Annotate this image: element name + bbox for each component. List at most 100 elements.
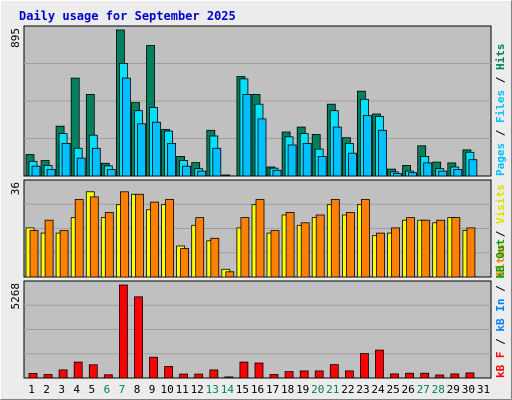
day-label: 28 <box>432 383 445 396</box>
bar-pages-day-26 <box>408 172 418 177</box>
bar-pages-day-1 <box>31 165 41 177</box>
bar-sites-day-18 <box>285 211 295 278</box>
bar-kb-f-day-20 <box>314 370 324 379</box>
kbytes-ymax-label: 5268 <box>9 283 22 310</box>
bar-sites-day-3 <box>59 230 69 278</box>
bar-pages-day-9 <box>152 121 161 177</box>
bar-sites-day-13 <box>210 237 220 278</box>
bar-kb-f-day-13 <box>209 369 219 379</box>
bar-sites-day-2 <box>44 219 54 278</box>
legend-sites: Sites <box>494 244 507 277</box>
day-label: 30 <box>462 383 475 396</box>
bar-kb-f-day-19 <box>299 370 309 379</box>
day-label: 26 <box>401 383 414 396</box>
bar-sites-day-20 <box>315 214 325 278</box>
day-label: 2 <box>43 383 50 396</box>
bar-sites-day-1 <box>29 230 39 278</box>
bar-pages-day-15 <box>242 94 252 177</box>
day-label: 5 <box>88 383 95 396</box>
bar-sites-day-30 <box>466 227 476 278</box>
day-label: 1 <box>28 383 35 396</box>
hits-ymax-label: 895 <box>9 28 22 48</box>
bar-sites-day-28 <box>436 219 446 278</box>
bar-pages-day-27 <box>423 162 433 177</box>
bar-pages-day-28 <box>438 170 448 177</box>
bar-sites-day-23 <box>360 199 370 278</box>
bar-sites-day-29 <box>451 217 461 278</box>
day-label: 29 <box>447 383 460 396</box>
bar-kb-f-day-26 <box>405 372 415 379</box>
visits-ymax-label: 36 <box>9 182 22 195</box>
bar-sites-day-17 <box>270 230 280 278</box>
bar-kb-f-day-12 <box>194 373 204 379</box>
bar-pages-day-5 <box>91 147 101 177</box>
bar-pages-day-17 <box>272 169 282 177</box>
bar-sites-day-11 <box>180 248 190 278</box>
legend-hits: Hits <box>494 44 507 71</box>
bar-kb-f-day-30 <box>465 372 475 379</box>
day-label: 18 <box>281 383 294 396</box>
day-label: 8 <box>134 383 141 396</box>
chart-title: Daily usage for September 2025 <box>19 9 236 23</box>
bar-pages-day-11 <box>182 165 192 177</box>
bar-pages-day-3 <box>61 142 71 177</box>
bar-pages-day-21 <box>332 126 342 177</box>
kbytes-panel-legend: kB F / kB In / kB Out <box>494 239 507 378</box>
bar-pages-day-18 <box>287 144 297 177</box>
bar-pages-day-2 <box>46 169 56 177</box>
day-label: 4 <box>73 383 80 396</box>
bar-pages-day-6 <box>106 169 116 177</box>
bar-sites-day-9 <box>150 201 159 278</box>
bar-sites-day-25 <box>391 227 400 278</box>
bar-sites-day-27 <box>421 219 431 278</box>
bar-kb-f-day-15 <box>239 361 249 379</box>
bar-pages-day-22 <box>347 152 357 177</box>
day-label: 11 <box>176 383 189 396</box>
day-label: 23 <box>356 383 369 396</box>
bar-pages-day-20 <box>317 155 327 177</box>
day-label: 27 <box>417 383 430 396</box>
bar-kb-f-day-6 <box>103 374 113 379</box>
legend-files: Files <box>494 90 507 123</box>
bar-kb-f-day-17 <box>269 374 279 379</box>
bar-kb-f-day-4 <box>73 361 83 379</box>
bar-kb-f-day-16 <box>254 362 264 379</box>
day-label: 17 <box>266 383 279 396</box>
day-label: 10 <box>160 383 173 396</box>
day-label: 14 <box>221 383 235 396</box>
bar-kb-f-day-1 <box>28 372 38 379</box>
bar-pages-day-24 <box>378 129 387 177</box>
bar-sites-day-4 <box>74 199 84 278</box>
bar-kb-f-day-10 <box>164 366 174 379</box>
bar-sites-day-19 <box>300 222 310 278</box>
bar-sites-day-10 <box>165 199 175 278</box>
bar-kb-f-day-5 <box>88 364 98 379</box>
bar-sites-day-16 <box>255 199 265 278</box>
bar-sites-day-5 <box>89 196 99 278</box>
bar-sites-day-6 <box>104 211 114 278</box>
hits-panel-legend: Pages / Files / Hits <box>494 44 507 177</box>
day-label: 9 <box>149 383 156 396</box>
bar-kb-f-day-14 <box>224 376 234 379</box>
day-label: 13 <box>206 383 219 396</box>
bar-kb-f-day-25 <box>390 373 399 379</box>
bar-sites-day-21 <box>330 199 340 278</box>
bar-hits-day-14 <box>221 174 231 177</box>
bar-pages-day-25 <box>393 173 402 177</box>
bar-kb-f-day-24 <box>375 349 384 379</box>
day-labels: 1 2 3 4 5 6 7 8 9 10 11 12 13 14 15 16 17 18 19 20 21 22 23 24 2… <box>28 383 490 396</box>
day-label: 25 <box>386 383 399 396</box>
day-label: 24 <box>371 383 385 396</box>
day-label: 21 <box>326 383 339 396</box>
legend-pages: Pages <box>494 143 507 176</box>
bar-sites-day-15 <box>240 217 250 278</box>
bar-sites-day-22 <box>345 211 355 278</box>
day-label: 16 <box>251 383 264 396</box>
bar-kb-f-day-27 <box>420 372 430 379</box>
bar-pages-day-29 <box>453 169 463 177</box>
bar-pages-day-16 <box>257 118 267 177</box>
legend-kbin: kB In <box>494 299 507 332</box>
bar-pages-day-10 <box>167 142 177 177</box>
bar-sites-day-24 <box>376 232 385 278</box>
